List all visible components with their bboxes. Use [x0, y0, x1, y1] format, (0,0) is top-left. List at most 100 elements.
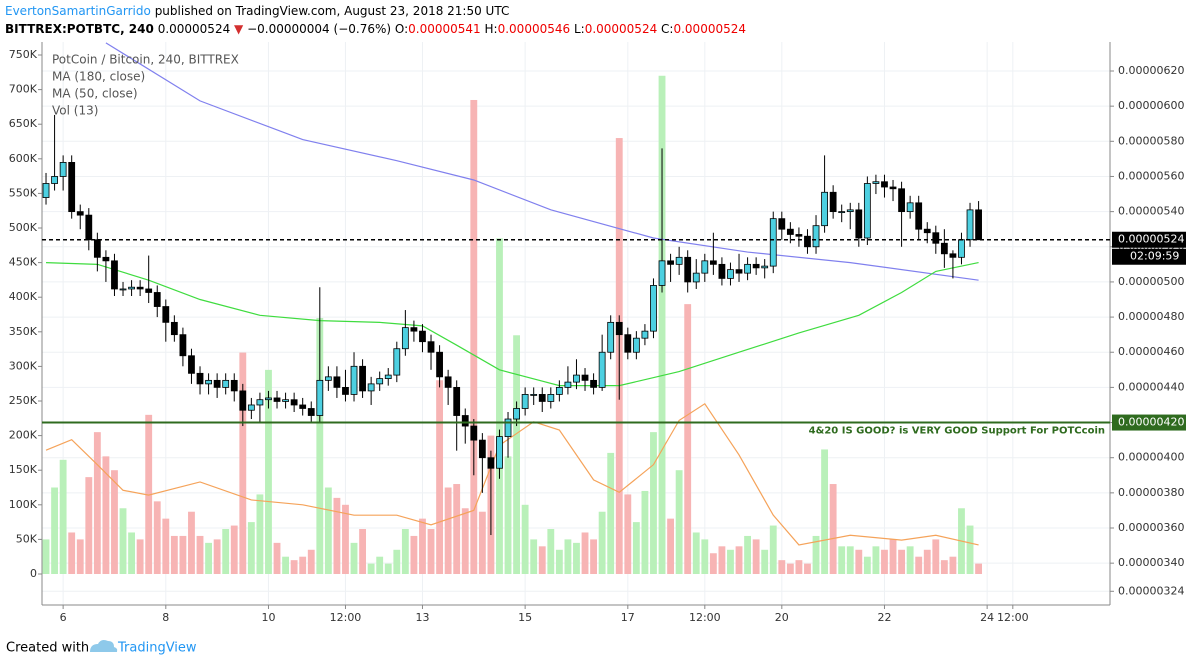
candle-body: [273, 397, 281, 402]
down-arrow: ▼: [234, 22, 244, 36]
volume-bar: [718, 546, 726, 574]
candle-body: [461, 415, 469, 427]
x-tick-label: 24: [980, 611, 994, 624]
volume-bar: [898, 549, 906, 574]
candle-body: [641, 330, 649, 339]
volume-bar: [427, 529, 435, 574]
volume-bar: [384, 563, 392, 574]
candle-body: [590, 379, 597, 388]
candle-body: [239, 390, 247, 411]
footer-brand[interactable]: TradingView: [117, 641, 197, 656]
y2-tick-label: 650K: [9, 117, 38, 130]
volume-bar: [812, 535, 820, 574]
x-tick-label: 20: [775, 611, 789, 624]
volume-bar: [128, 532, 135, 574]
candle-body: [598, 351, 606, 388]
candle-body: [778, 218, 786, 230]
candle-body: [769, 218, 777, 267]
candle-body: [427, 341, 435, 353]
candle-body: [804, 235, 811, 248]
volume-bar: [881, 549, 888, 574]
y-tick-label: 0.00000440: [1118, 380, 1184, 393]
volume-bar: [401, 529, 409, 574]
volume-bar: [855, 549, 863, 574]
volume-bar: [350, 542, 358, 574]
volume-bar: [136, 539, 144, 574]
volume-bar: [615, 138, 623, 574]
candle-body: [265, 397, 272, 401]
volume-bar: [367, 563, 375, 574]
candle-body: [966, 209, 974, 241]
author[interactable]: EvertonSamartinGarrido: [5, 4, 151, 18]
volume-bar: [76, 539, 84, 574]
candle-body: [624, 334, 632, 353]
candle-body: [675, 256, 683, 265]
y2-tick-label: 450K: [9, 256, 38, 269]
candle-body: [119, 288, 127, 291]
candle-body: [188, 355, 195, 374]
candle-body: [846, 209, 854, 213]
x-tick-label: 15: [518, 611, 532, 624]
candle-body: [863, 183, 871, 239]
volume-bar: [265, 369, 272, 574]
candle-body: [821, 191, 828, 227]
x-tick-label: 17: [621, 611, 635, 624]
volume-bar: [376, 556, 384, 574]
volume-bar: [453, 484, 461, 574]
candle-body: [735, 269, 743, 274]
y-tick-label: 0.00000580: [1118, 134, 1184, 147]
volume-bar: [804, 563, 811, 574]
volume-bar: [51, 487, 58, 574]
o-label: O:: [394, 22, 409, 36]
volume-bar: [692, 532, 700, 574]
candle-body: [401, 327, 409, 350]
candle-body: [51, 176, 58, 184]
candle-body: [59, 162, 67, 177]
candle-body: [487, 457, 495, 469]
price: 0.00000524: [157, 22, 231, 36]
y-tick-label: 0.00000380: [1118, 486, 1184, 499]
volume-bar: [769, 525, 777, 574]
y-tick-label: 0.00000324: [1118, 584, 1184, 597]
candle-body: [538, 394, 546, 402]
volume-bar: [709, 553, 717, 574]
volume-bar: [410, 535, 418, 574]
ma-line: [45, 402, 979, 546]
volume-bar: [761, 549, 769, 574]
volume-bar: [273, 542, 281, 574]
volume-bar: [487, 435, 495, 574]
volume-bar: [68, 532, 76, 574]
candle-body: [282, 399, 289, 402]
h-value: 0.00000546: [497, 22, 571, 36]
y2-tick-label: 250K: [9, 394, 38, 407]
o-value: 0.00000541: [408, 22, 481, 36]
volume-bar: [170, 535, 178, 574]
candle-body: [196, 372, 204, 385]
candle-body: [256, 399, 264, 406]
y-tick-label: 0.00000540: [1118, 205, 1184, 218]
published: published on TradingView.com, August 23,…: [154, 4, 510, 18]
volume-bar: [975, 563, 983, 574]
volume-bar: [230, 525, 238, 574]
volume-bar: [846, 546, 854, 574]
volume-bar: [564, 539, 572, 574]
candle-body: [376, 378, 384, 385]
volume-bar: [795, 560, 803, 574]
y2-tick-label: 500K: [9, 221, 38, 234]
volume-bar: [85, 477, 93, 574]
candle-body: [684, 256, 692, 283]
candle-body: [744, 263, 751, 274]
volume-bar: [727, 549, 734, 574]
volume-bar: [641, 490, 649, 574]
volume-bar: [153, 501, 161, 574]
legend-entry: MA (180, close): [52, 70, 145, 84]
candle-body: [470, 425, 478, 441]
candle-body: [727, 269, 734, 279]
y2-tick-label: 200K: [9, 429, 38, 442]
x-tick-label: 10: [261, 611, 275, 624]
candle-body: [975, 209, 982, 241]
volume-bar: [624, 494, 632, 574]
symbol-line: BITTREX:POTBTC, 240 0.00000524 ▼ −0.0000…: [5, 22, 746, 36]
change: −0.00000004 (−0.76%): [247, 22, 392, 36]
